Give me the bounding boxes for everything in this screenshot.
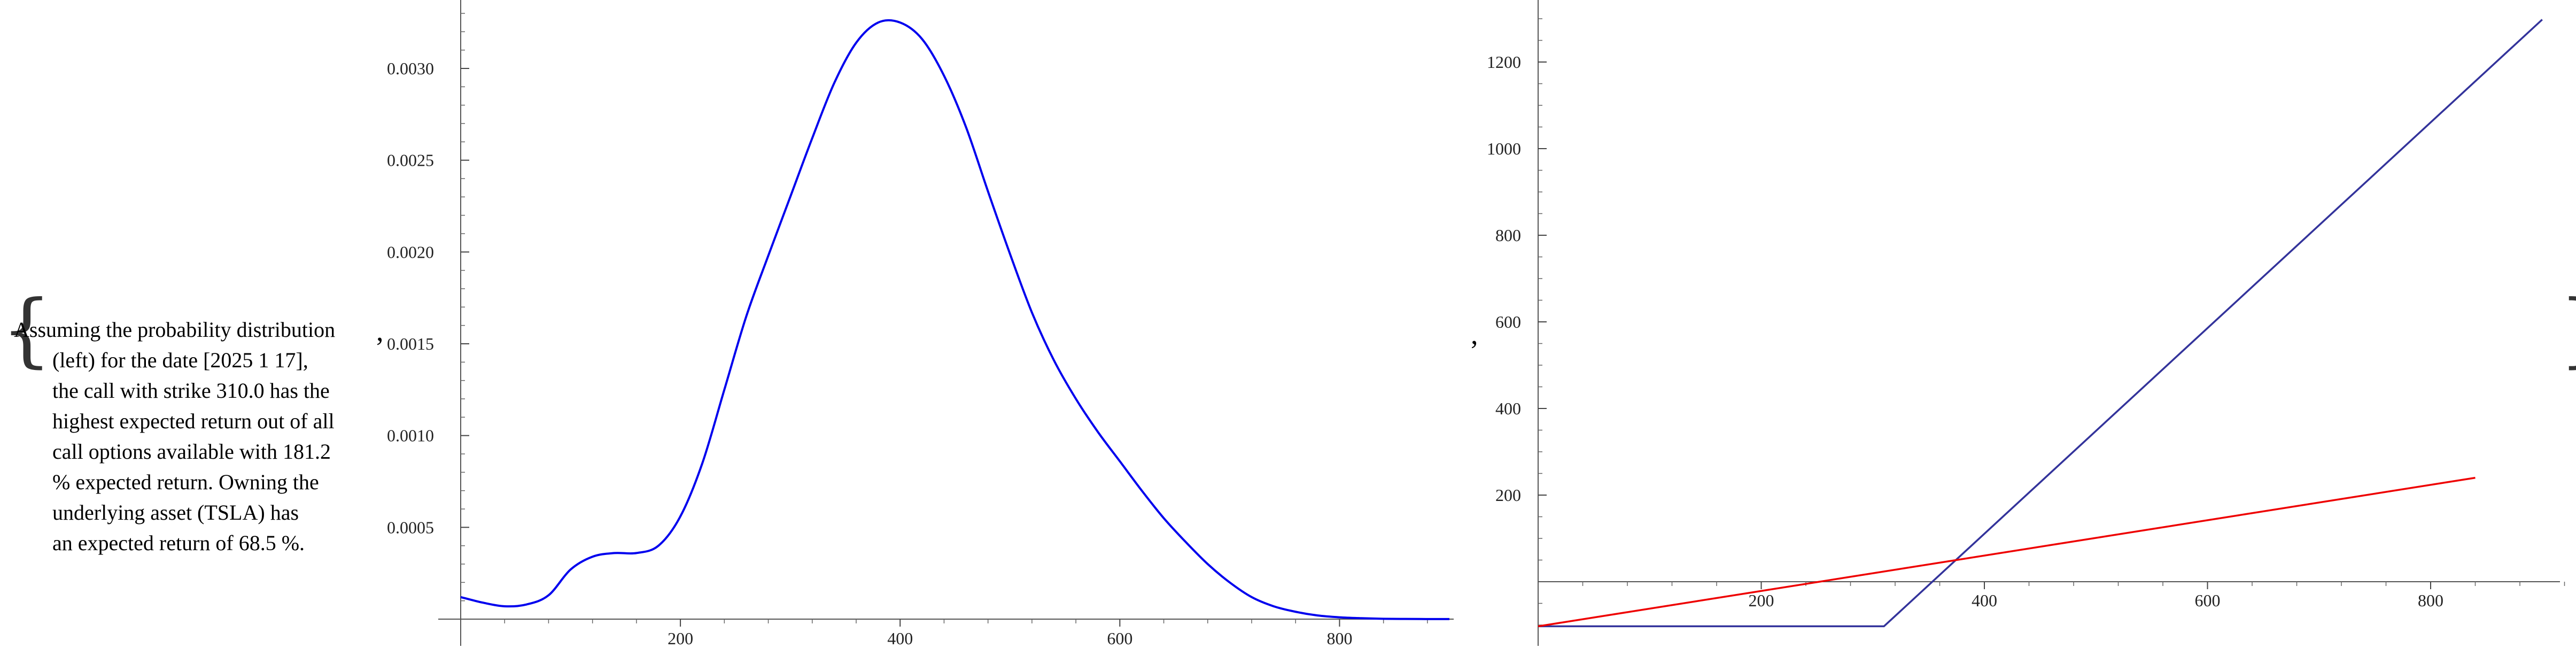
- x-tick-label: 200: [668, 629, 693, 648]
- payoff-chart: 200 400 600 800 200 400 600 800 1000 1200: [1487, 0, 2565, 646]
- text-line: Assuming the probability distribution: [14, 318, 336, 342]
- text-line: highest expected return out of all: [52, 409, 335, 433]
- x-tick-label: 600: [2195, 591, 2221, 610]
- x-tick-label: 800: [1326, 629, 1352, 648]
- comma-after-text: ,: [376, 315, 384, 347]
- y-tick-label: 1000: [1487, 139, 1521, 158]
- y-tick-label: 0.0020: [387, 242, 434, 261]
- density-curve: [460, 19, 1450, 620]
- underlying-payoff-line: [1538, 476, 2476, 628]
- y-tick-label: 0.0005: [387, 518, 434, 537]
- close-brace: }: [2559, 290, 2576, 370]
- x-tick-label: 800: [2418, 591, 2443, 610]
- text-line: underlying asset (TSLA) has: [52, 500, 299, 524]
- open-brace: {: [1, 283, 52, 376]
- expected-return-text: Assuming the probability distribution (l…: [14, 314, 383, 558]
- y-tick-label: 0.0025: [387, 151, 434, 170]
- x-tick-label: 200: [1749, 591, 1774, 610]
- y-tick-label: 0.0010: [387, 426, 434, 445]
- text-line: an expected return of 68.5 %.: [52, 531, 305, 555]
- probability-distribution-chart: 200 400 600 800 0.0005 0.0010 0.0015 0.0020 0.00…: [387, 0, 1454, 648]
- y-tick-label: 0.0030: [387, 59, 434, 78]
- comma-between-charts: ,: [1471, 318, 1478, 350]
- y-tick-label: 400: [1495, 399, 1521, 418]
- text-line: % expected return. Owning the: [52, 470, 319, 494]
- x-tick-label: 400: [887, 629, 913, 648]
- y-tick-label: 600: [1495, 312, 1521, 331]
- y-tick-label: 200: [1495, 485, 1521, 505]
- x-tick-label: 400: [1972, 591, 1997, 610]
- y-tick-label: 0.0015: [387, 334, 434, 353]
- text-line: (left) for the date [2025 1 17],: [52, 348, 308, 372]
- x-tick-label: 600: [1107, 629, 1132, 648]
- call-payoff-line: [1538, 19, 2543, 628]
- y-tick-label: 1200: [1487, 52, 1521, 72]
- text-line: the call with strike 310.0 has the: [52, 379, 330, 403]
- text-line: call options available with 181.2: [52, 439, 331, 464]
- y-tick-label: 800: [1495, 226, 1521, 245]
